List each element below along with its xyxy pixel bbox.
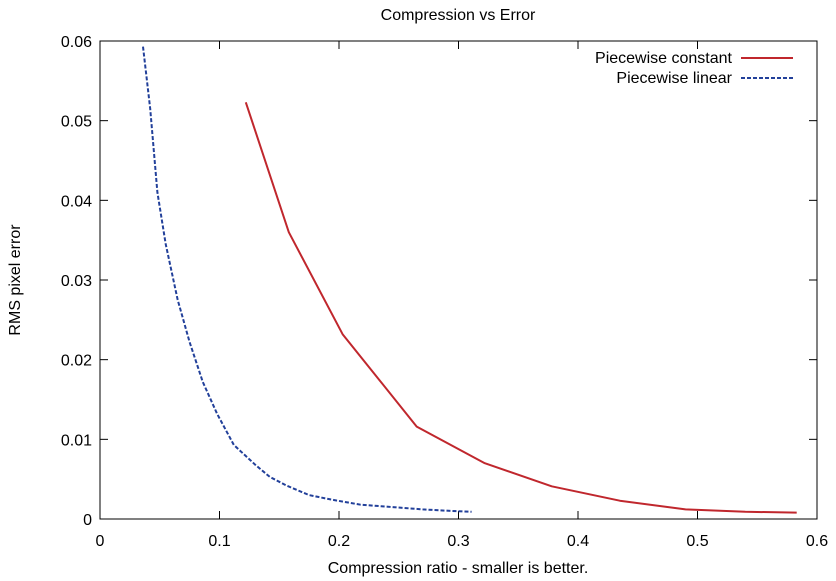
y-tick-label: 0.02 bbox=[61, 353, 92, 370]
y-axis-ticks: 0 0.01 0.02 0.03 0.04 0.05 0.06 bbox=[61, 34, 817, 529]
x-tick-label: 0.6 bbox=[806, 533, 828, 550]
x-tick-label: 0.5 bbox=[686, 533, 708, 550]
chart-title: Compression vs Error bbox=[381, 7, 536, 24]
y-tick-label: 0.05 bbox=[61, 114, 92, 131]
x-tick-label: 0 bbox=[96, 533, 105, 550]
y-tick-label: 0.04 bbox=[61, 193, 92, 210]
series-line-piecewise-constant bbox=[244, 101, 797, 514]
x-tick-label: 0.1 bbox=[208, 533, 230, 550]
legend-label-piecewise-constant: Piecewise constant bbox=[595, 50, 733, 67]
y-tick-label: 0.03 bbox=[61, 273, 92, 290]
legend-label-piecewise-linear: Piecewise linear bbox=[616, 70, 732, 87]
x-tick-label: 0.2 bbox=[328, 533, 350, 550]
y-tick-label: 0.01 bbox=[61, 432, 92, 449]
x-axis-title: Compression ratio - smaller is better. bbox=[328, 560, 589, 577]
series-line-piecewise-linear bbox=[142, 46, 472, 513]
y-tick-label: 0.06 bbox=[61, 34, 92, 51]
series-lines bbox=[142, 46, 797, 514]
y-axis-title: RMS pixel error bbox=[7, 224, 24, 336]
plot-area-frame bbox=[99, 40, 818, 520]
y-tick-label: 0 bbox=[83, 512, 92, 529]
x-tick-label: 0.4 bbox=[567, 533, 589, 550]
x-tick-label: 0.3 bbox=[447, 533, 469, 550]
x-axis-ticks: 0 0.1 0.2 0.3 0.4 0.5 0.6 bbox=[96, 41, 828, 550]
legend: Piecewise constant Piecewise linear bbox=[595, 50, 793, 87]
